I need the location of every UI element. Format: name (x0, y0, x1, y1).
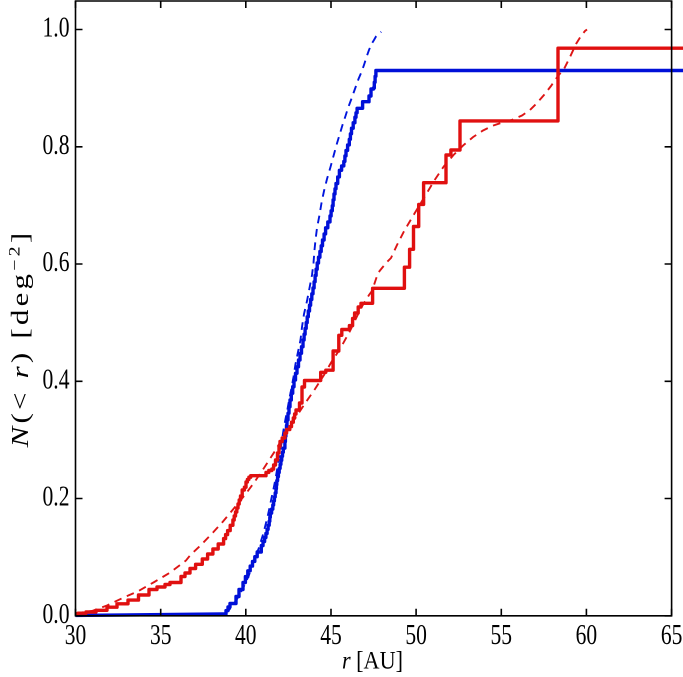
svg-text:45: 45 (320, 620, 342, 651)
svg-text:30: 30 (65, 620, 87, 651)
svg-text:0.8: 0.8 (43, 130, 70, 161)
svg-text:0.4: 0.4 (43, 364, 70, 395)
svg-text:40: 40 (235, 620, 257, 651)
svg-text:0.0: 0.0 (43, 599, 70, 630)
svg-text:r [AU]: r [AU] (342, 648, 403, 675)
svg-text:0.2: 0.2 (43, 482, 70, 513)
svg-text:50: 50 (405, 620, 427, 651)
svg-text:1.0: 1.0 (43, 13, 70, 44)
svg-text:55: 55 (491, 620, 513, 651)
svg-text:60: 60 (576, 620, 598, 651)
svg-text:0.6: 0.6 (43, 247, 70, 278)
svg-text:65: 65 (661, 620, 683, 651)
svg-text:35: 35 (150, 620, 172, 651)
